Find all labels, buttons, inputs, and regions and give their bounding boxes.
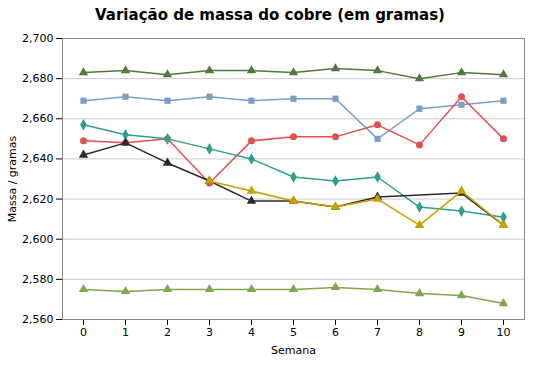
svg-text:2,580: 2,580 (22, 273, 54, 286)
html-text:Variação de massa do cobre (em: Variação de massa do cobre (em gramas) (95, 6, 445, 24)
svg-text:2: 2 (164, 326, 171, 339)
svg-text:2,640: 2,640 (22, 152, 54, 165)
svg-text:Semana: Semana (271, 344, 316, 357)
svg-text:1: 1 (122, 326, 129, 339)
svg-text:6: 6 (332, 326, 339, 339)
svg-text:2,680: 2,680 (22, 72, 54, 85)
svg-text:0: 0 (80, 326, 87, 339)
svg-text:2,700: 2,700 (22, 32, 54, 45)
svg-text:9: 9 (458, 326, 465, 339)
svg-text:10: 10 (497, 326, 511, 339)
svg-text:8: 8 (416, 326, 423, 339)
svg-text:2,560: 2,560 (22, 313, 54, 326)
svg-text:2,660: 2,660 (22, 112, 54, 125)
svg-text:5: 5 (290, 326, 297, 339)
svg-text:3: 3 (206, 326, 213, 339)
svg-text:Massa / gramas: Massa / gramas (6, 135, 19, 222)
svg-text:7: 7 (374, 326, 381, 339)
svg-text:2,620: 2,620 (22, 193, 54, 206)
svg-text:4: 4 (248, 326, 255, 339)
svg-text:2,600: 2,600 (22, 233, 54, 246)
